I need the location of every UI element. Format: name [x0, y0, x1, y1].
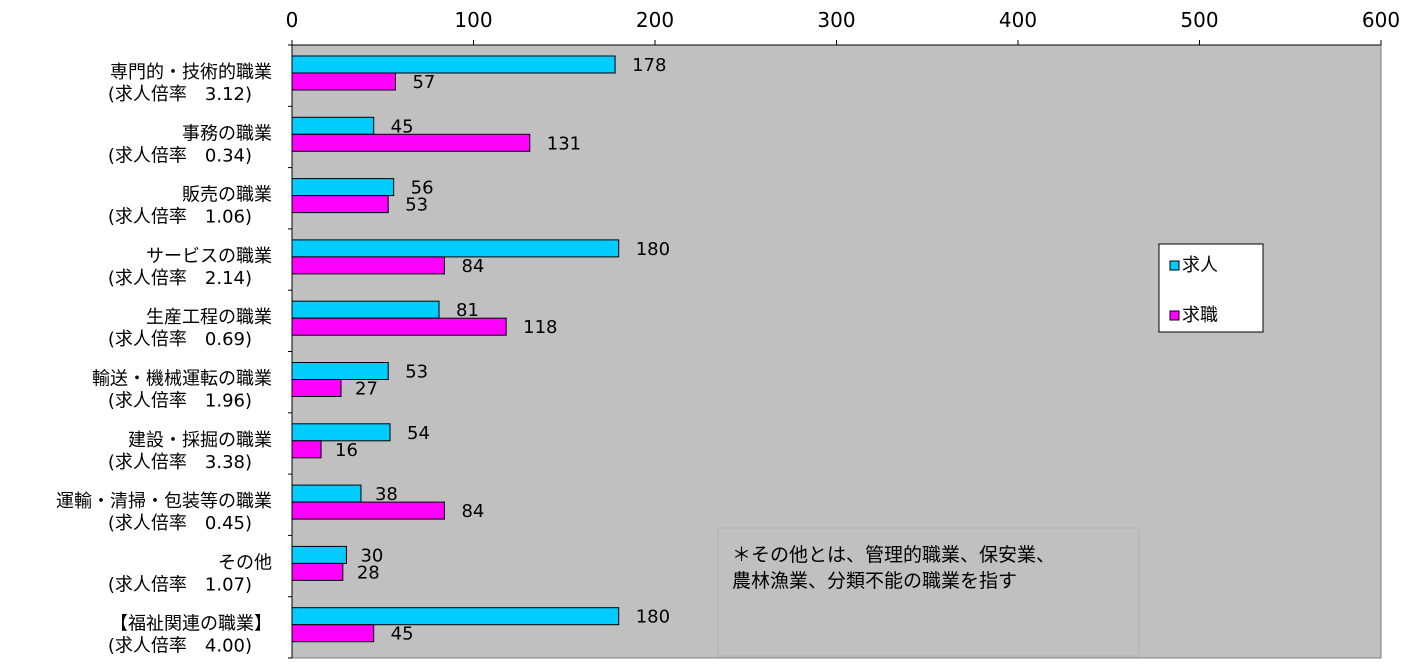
bar-openings [291, 545, 347, 564]
category-label: 【福祉関連の職業】 [110, 614, 272, 635]
bar-seekers [291, 195, 389, 214]
category-label: 販売の職業 [182, 185, 272, 206]
data-label: 84 [461, 501, 484, 522]
data-label: 84 [461, 256, 484, 277]
bar-seekers [291, 72, 396, 91]
bar-seekers [291, 317, 507, 336]
data-label: 28 [357, 562, 380, 583]
category-label: 専門的・技術的職業 [110, 62, 272, 83]
category-label: 輸送・機械運転の職業 [92, 369, 272, 390]
bar-openings [291, 423, 391, 442]
data-label: 54 [407, 423, 430, 444]
x-axis-ticks: 0 100 200 300 400 500 600 [286, 8, 1400, 659]
legend-swatch [1169, 260, 1180, 271]
ratio-label: (求人倍率 2.14) [108, 268, 252, 289]
category-label: その他 [218, 552, 272, 573]
data-label: 57 [412, 72, 435, 93]
data-label: 178 [632, 55, 666, 76]
ratio-label: (求人倍率 0.69) [108, 329, 252, 350]
data-label: 81 [456, 300, 479, 321]
bar-seekers [291, 133, 531, 152]
category-label: 生産工程の職業 [146, 307, 272, 328]
data-label: 56 [411, 178, 434, 199]
bar-openings [291, 362, 389, 380]
bar-openings [291, 178, 395, 197]
x-tick-label: 200 [636, 8, 674, 32]
data-label: 38 [375, 484, 398, 505]
category-labels: 専門的・技術的職業(求人倍率 3.12) 事務の職業(求人倍率 0.34) 販売の職… [56, 62, 272, 657]
bar-openings [291, 55, 616, 74]
bar-seekers [291, 256, 445, 275]
x-tick-label: 100 [454, 8, 492, 32]
bar-openings [291, 239, 620, 258]
ratio-label: (求人倍率 0.45) [108, 513, 252, 534]
data-label: 16 [335, 440, 358, 461]
bar-openings [291, 116, 375, 135]
ratio-label: (求人倍率 1.07) [108, 574, 252, 595]
annotation-text: 農林漁業、分類不能の職業を指す [732, 570, 1017, 592]
bar-seekers [291, 562, 344, 581]
bar-openings [291, 484, 362, 503]
bar-openings [291, 607, 620, 626]
category-label: サービスの職業 [146, 246, 272, 267]
x-tick-label: 500 [1180, 8, 1218, 32]
data-label: 118 [523, 317, 557, 338]
bar-seekers [291, 624, 375, 643]
data-label: 53 [405, 195, 428, 216]
x-tick-label: 400 [999, 8, 1037, 32]
ratio-label: (求人倍率 1.96) [108, 391, 252, 412]
x-tick-label: 600 [1362, 8, 1400, 32]
bar-seekers [291, 440, 322, 459]
bar-seekers [291, 379, 342, 397]
ratio-label: (求人倍率 1.06) [108, 207, 252, 228]
data-label: 45 [391, 116, 414, 137]
annotation-frame [717, 527, 1140, 657]
ratio-label: (求人倍率 0.34) [108, 145, 252, 166]
annotation-text: ＊その他とは、管理的職業、保安業、 [732, 544, 1055, 566]
legend-label: 求人 [1182, 255, 1218, 276]
data-label: 180 [636, 607, 670, 628]
ratio-label: (求人倍率 3.12) [108, 84, 252, 105]
legend-label: 求職 [1182, 305, 1218, 326]
x-tick-label: 300 [817, 8, 855, 32]
data-label: 27 [355, 379, 378, 400]
legend-swatch [1169, 310, 1180, 321]
data-label: 53 [405, 362, 428, 383]
data-label: 180 [636, 239, 670, 260]
x-tick-label: 0 [286, 8, 299, 32]
ratio-label: (求人倍率 4.00) [108, 636, 252, 657]
bar-openings [291, 300, 440, 319]
data-label: 45 [391, 624, 414, 645]
category-label: 運輸・清掃・包装等の職業 [56, 491, 272, 512]
ratio-label: (求人倍率 3.38) [108, 452, 252, 473]
category-label: 建設・採掘の職業 [128, 430, 272, 451]
category-label: 事務の職業 [182, 123, 272, 144]
data-label: 30 [360, 545, 383, 566]
data-label: 131 [547, 133, 581, 154]
bars: 1785745131565318084811185327541638843028… [291, 55, 670, 645]
bar-seekers [291, 501, 445, 520]
annotation-box: ＊その他とは、管理的職業、保安業、農林漁業、分類不能の職業を指す [717, 527, 1140, 657]
